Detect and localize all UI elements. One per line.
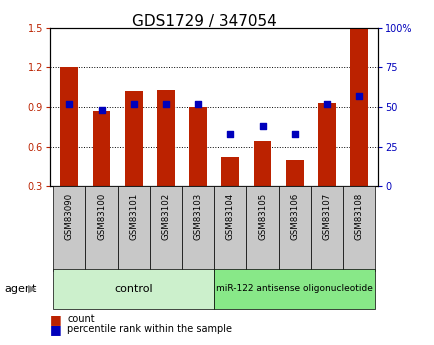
FancyBboxPatch shape [53, 269, 214, 309]
Text: ■: ■ [50, 323, 62, 336]
Text: GSM83106: GSM83106 [289, 193, 299, 240]
Text: agent: agent [4, 284, 36, 294]
Text: GSM83107: GSM83107 [322, 193, 331, 240]
Bar [60, 67, 78, 186]
Bar [125, 91, 142, 186]
Point [355, 93, 362, 99]
Text: ■: ■ [50, 313, 62, 326]
Text: ▶: ▶ [28, 284, 37, 294]
Text: control: control [114, 284, 153, 294]
Bar [253, 141, 271, 186]
Point [162, 101, 169, 107]
FancyBboxPatch shape [85, 186, 117, 271]
FancyBboxPatch shape [53, 186, 85, 271]
Text: percentile rank within the sample: percentile rank within the sample [67, 325, 232, 334]
FancyBboxPatch shape [117, 186, 149, 271]
FancyBboxPatch shape [342, 186, 375, 271]
Bar [221, 157, 239, 186]
Text: GSM83108: GSM83108 [354, 193, 363, 240]
FancyBboxPatch shape [246, 186, 278, 271]
FancyBboxPatch shape [310, 186, 342, 271]
Text: GSM83102: GSM83102 [161, 193, 170, 240]
Bar [285, 160, 303, 186]
Text: GSM83103: GSM83103 [193, 193, 202, 240]
FancyBboxPatch shape [181, 186, 214, 271]
Point [98, 107, 105, 113]
Text: GSM83105: GSM83105 [257, 193, 266, 240]
Bar [349, 28, 367, 186]
Bar [157, 90, 174, 186]
Text: GSM83100: GSM83100 [97, 193, 106, 240]
Point [323, 101, 330, 107]
Text: GSM83101: GSM83101 [129, 193, 138, 240]
Point [291, 131, 298, 137]
Text: GSM83090: GSM83090 [65, 193, 74, 240]
Text: GSM83104: GSM83104 [225, 193, 234, 240]
FancyBboxPatch shape [278, 186, 310, 271]
Text: miR-122 antisense oligonucleotide: miR-122 antisense oligonucleotide [216, 284, 372, 294]
Point [130, 101, 137, 107]
FancyBboxPatch shape [214, 186, 246, 271]
Point [66, 101, 72, 107]
Bar [317, 103, 335, 186]
FancyBboxPatch shape [149, 186, 181, 271]
Bar [189, 107, 207, 186]
Point [259, 123, 266, 129]
FancyBboxPatch shape [214, 269, 375, 309]
Text: GDS1729 / 347054: GDS1729 / 347054 [132, 14, 276, 29]
Bar [92, 111, 110, 186]
Point [227, 131, 233, 137]
Text: count: count [67, 314, 95, 324]
Point [194, 101, 201, 107]
